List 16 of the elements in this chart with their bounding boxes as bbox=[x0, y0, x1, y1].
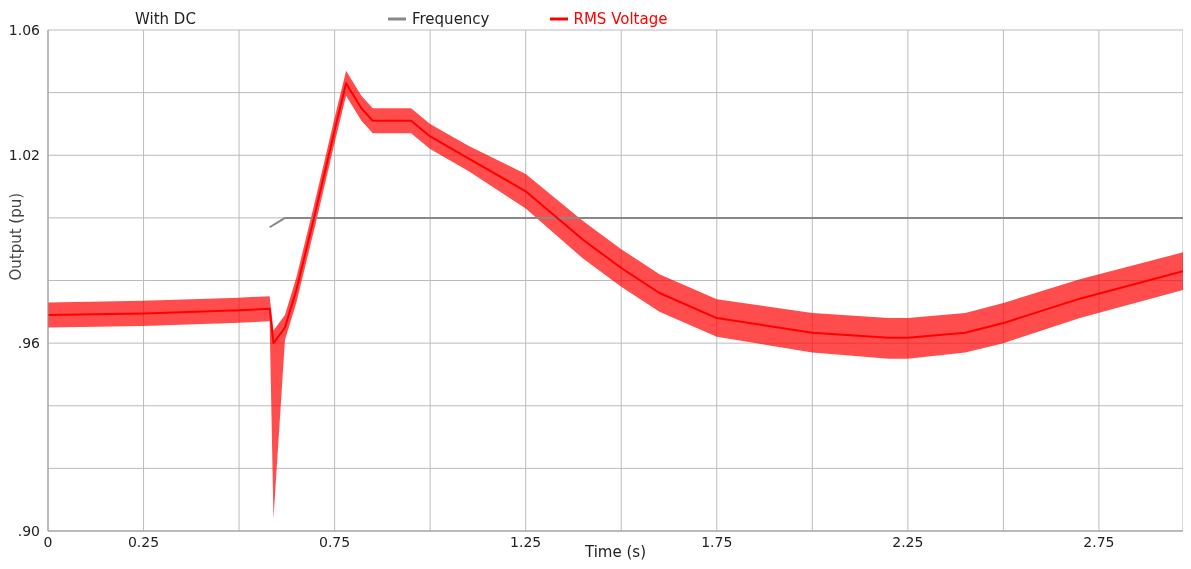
y-tick-label: 1.02 bbox=[8, 147, 40, 164]
x-axis-title: Time (s) bbox=[584, 543, 646, 561]
x-tick-label: 2.25 bbox=[892, 534, 924, 550]
y-axis-title: Output (pu) bbox=[7, 192, 26, 281]
legend-label: Frequency bbox=[411, 10, 490, 28]
x-tick-label: 2.75 bbox=[1083, 534, 1115, 550]
x-tick-label: 1.25 bbox=[510, 534, 542, 550]
y-tick-label: .90 bbox=[17, 522, 40, 539]
chart-title: With DC bbox=[135, 10, 196, 28]
x-tick-label: 1.75 bbox=[701, 534, 733, 550]
x-tick-label: 0.75 bbox=[319, 534, 351, 550]
y-tick-label: 1.06 bbox=[8, 21, 41, 38]
y-tick-label: .96 bbox=[17, 335, 41, 352]
legend-label: RMS Voltage bbox=[572, 10, 668, 28]
x-tick-label: 0 bbox=[43, 534, 53, 550]
x-tick-label: 0.25 bbox=[127, 534, 160, 550]
